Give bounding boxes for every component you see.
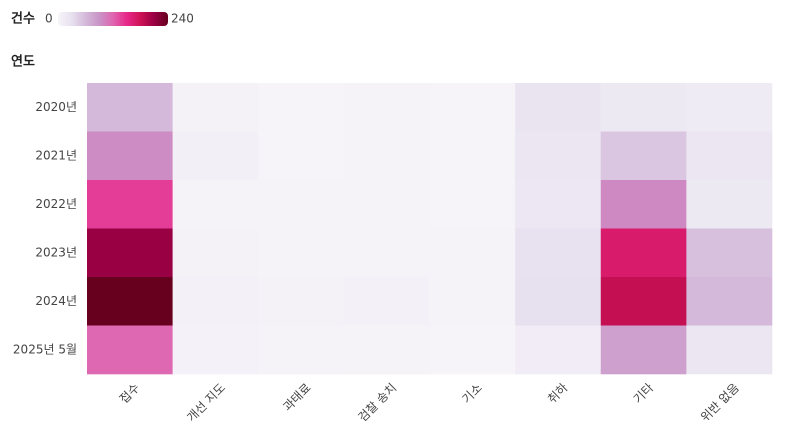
y-axis-title: 연도 — [11, 55, 35, 70]
heatmap-cell — [172, 325, 259, 375]
heatmap-cell — [87, 131, 173, 181]
heatmap-cell — [600, 180, 687, 229]
x-tick-label: 기소 — [459, 381, 485, 407]
heatmap-cell — [343, 277, 430, 326]
legend-max: 240 — [171, 12, 194, 26]
heatmap-cell — [686, 228, 773, 278]
heatmap-cell — [515, 131, 602, 181]
heatmap-cell — [686, 83, 773, 132]
heatmap-cell — [258, 277, 345, 326]
x-tick-label: 취하 — [545, 381, 571, 407]
heatmap-cell — [87, 83, 173, 132]
y-tick-label: 2021년 — [35, 148, 77, 162]
heatmap-cell — [172, 228, 259, 278]
heatmap-cell — [429, 180, 516, 229]
heatmap-cell — [429, 228, 516, 278]
heatmap-cell — [686, 277, 773, 326]
legend-title: 건수 — [11, 11, 35, 27]
heatmap-cell — [343, 325, 430, 375]
heatmap-cell — [429, 277, 516, 326]
heatmap-cell — [172, 83, 259, 132]
x-tick-label: 접수 — [117, 381, 143, 407]
y-tick-label: 2025년 5월 — [13, 342, 77, 356]
heatmap-cell — [343, 131, 430, 181]
heatmap-cell — [515, 277, 602, 326]
heatmap-cell — [258, 228, 345, 278]
heatmap-cell — [686, 180, 773, 229]
y-tick-label: 2024년 — [35, 294, 77, 308]
x-tick-label: 개선 지도 — [184, 381, 228, 425]
heatmap-cell — [343, 180, 430, 229]
y-tick-label: 2023년 — [35, 245, 77, 259]
y-tick-label: 2022년 — [35, 197, 77, 211]
heatmap-cell — [515, 83, 602, 132]
heatmap-cell — [87, 277, 173, 326]
x-tick-label: 검찰 송치 — [355, 381, 399, 425]
heatmap-cell — [343, 83, 430, 132]
heatmap-cell — [343, 228, 430, 278]
heatmap-cell — [172, 277, 259, 326]
heatmap-cell — [686, 325, 773, 375]
heatmap-cell — [600, 228, 687, 278]
heatmap-cell — [515, 180, 602, 229]
heatmap-cell — [600, 325, 687, 375]
y-tick-label: 2020년 — [35, 100, 77, 114]
heatmap-cell — [429, 83, 516, 132]
x-tick-label: 기타 — [631, 381, 657, 407]
heatmap-cell — [515, 325, 602, 375]
heatmap-cell — [172, 131, 259, 181]
color-bar — [58, 12, 168, 26]
heatmap-cell — [258, 131, 345, 181]
heatmap-cell — [686, 131, 773, 181]
x-tick-label: 과태료 — [280, 381, 313, 414]
heatmap-cell — [429, 131, 516, 181]
heatmap-cell — [429, 325, 516, 375]
heatmap-cell — [87, 228, 173, 278]
heatmap-cell — [87, 180, 173, 229]
heatmap-cell — [87, 325, 173, 375]
heatmap-cell — [172, 180, 259, 229]
x-tick-label: 위반 없음 — [698, 381, 742, 425]
heatmap-cell — [600, 277, 687, 326]
heatmap-cell — [258, 325, 345, 375]
heatmap-cell — [515, 228, 602, 278]
heatmap-cell — [600, 83, 687, 132]
heatmap-cell — [258, 180, 345, 229]
heatmap-cell — [258, 83, 345, 132]
legend-min: 0 — [45, 12, 53, 26]
heatmap-cell — [600, 131, 687, 181]
